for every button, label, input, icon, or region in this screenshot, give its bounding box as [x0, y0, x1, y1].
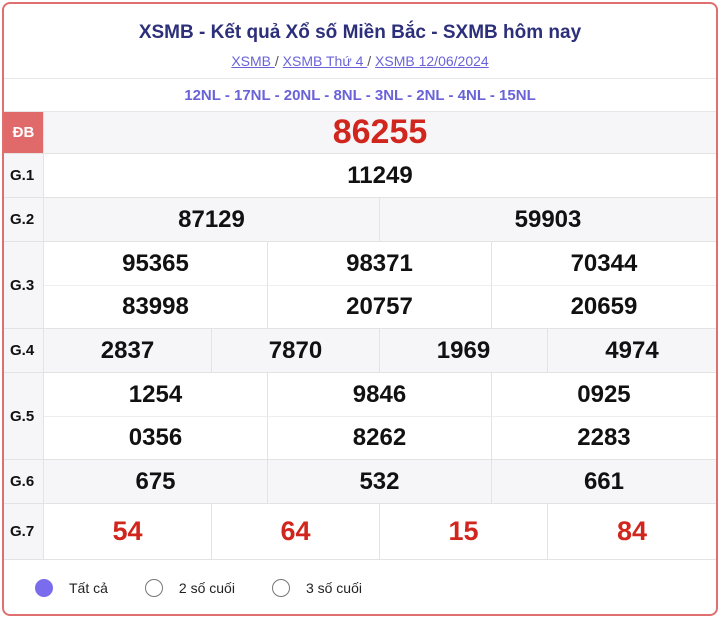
prize-number: 54 [44, 504, 212, 559]
prize-number: 95365 [44, 242, 268, 285]
prize-number: 20659 [491, 285, 716, 328]
prize-number: 86255 [332, 113, 428, 151]
radio-unselected-icon[interactable] [271, 579, 290, 597]
nl-codes: 12NL - 17NL - 20NL - 8NL - 3NL - 2NL - 4… [4, 79, 716, 112]
prize-number: 84 [616, 516, 648, 546]
prize-number: 675 [44, 460, 268, 503]
prize-number: 0925 [577, 380, 631, 408]
prize-row-g3: G.3 95365 98371 70344 83998 20757 20659 [4, 242, 716, 329]
prize-number: 1254 [44, 373, 268, 416]
prize-number: 9846 [268, 373, 492, 416]
prize-row-db: ĐB 86255 [4, 112, 716, 154]
prize-number: 8262 [267, 416, 492, 459]
breadcrumb-thu4[interactable]: XSMB Thứ 4 [282, 53, 368, 69]
prize-number: 1969 [380, 329, 548, 372]
radio-label: Tất cả [69, 580, 108, 596]
prize-number: 4974 [605, 336, 659, 364]
prize-number: 20757 [267, 285, 492, 328]
prize-number: 87129 [44, 198, 380, 241]
breadcrumb-date[interactable]: XSMB 12/06/2024 [375, 53, 489, 69]
radio-last-3[interactable]: 3 số cuối [271, 579, 362, 597]
prize-row-g2: G.2 87129 59903 [4, 198, 716, 242]
prize-label: G.1 [4, 154, 44, 197]
radio-last-2[interactable]: 2 số cuối [144, 579, 235, 597]
radio-selected-icon[interactable] [35, 579, 53, 597]
breadcrumb-separator: / [367, 53, 372, 69]
breadcrumb: XSMB / XSMB Thứ 4 / XSMB 12/06/2024 [4, 53, 716, 69]
prize-number: 15 [380, 504, 548, 559]
display-filter: Tất cả 2 số cuối 3 số cuối [4, 560, 716, 614]
prize-number: 64 [212, 504, 380, 559]
prize-label: ĐB [4, 112, 44, 153]
prize-number: 98371 [268, 242, 492, 285]
prize-number: 7870 [212, 329, 380, 372]
prize-number: 83998 [44, 285, 268, 328]
prize-label: G.2 [4, 198, 44, 241]
radio-all[interactable]: Tất cả [35, 579, 108, 597]
prize-number: 70344 [570, 249, 638, 277]
prize-number: 0356 [44, 416, 268, 459]
prize-label: G.4 [4, 329, 44, 372]
prize-label: G.7 [4, 504, 44, 559]
page-title: XSMB - Kết quả Xổ số Miền Bắc - SXMB hôm… [138, 22, 582, 43]
prize-row-g4: G.4 2837 7870 1969 4974 [4, 329, 716, 373]
prize-row-g7: G.7 54 64 15 84 [4, 504, 716, 560]
prize-number: 59903 [514, 205, 582, 233]
radio-unselected-icon[interactable] [144, 579, 163, 597]
prize-number: 661 [583, 467, 624, 495]
prize-number: 2283 [491, 416, 716, 459]
prize-number: 11249 [347, 161, 413, 189]
prize-row-g1: G.1 11249 [4, 154, 716, 198]
prize-row-g5: G.5 1254 9846 0925 0356 8262 2283 [4, 373, 716, 460]
prize-number: 2837 [44, 329, 212, 372]
prize-label: G.3 [4, 242, 44, 328]
radio-label: 3 số cuối [305, 580, 362, 596]
prize-number: 532 [268, 460, 492, 503]
header: XSMB - Kết quả Xổ số Miền Bắc - SXMB hôm… [4, 4, 716, 79]
prize-label: G.6 [4, 460, 44, 503]
radio-label: 2 số cuối [178, 580, 235, 596]
prize-row-g6: G.6 675 532 661 [4, 460, 716, 504]
breadcrumb-separator: / [274, 53, 279, 69]
breadcrumb-xsmb[interactable]: XSMB [231, 53, 275, 69]
prize-label: G.5 [4, 373, 44, 459]
